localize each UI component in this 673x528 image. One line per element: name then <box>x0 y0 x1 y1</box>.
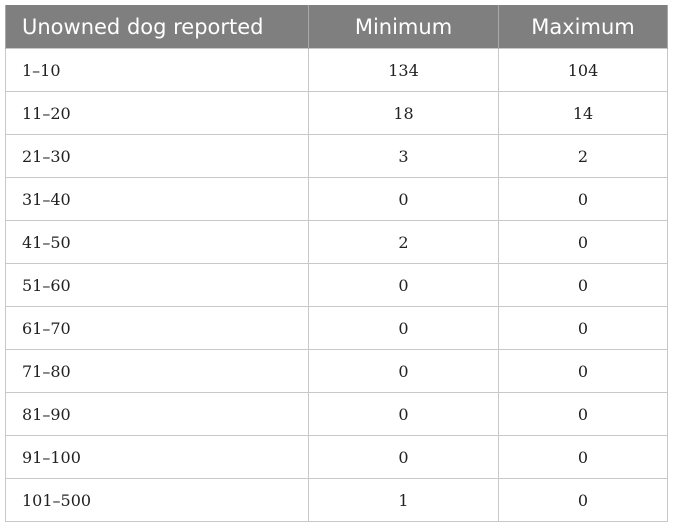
table-row: 41–50 2 0 <box>5 220 668 264</box>
maximum-cell: 104 <box>498 48 668 92</box>
range-cell: 11–20 <box>5 91 309 135</box>
minimum-cell: 0 <box>308 306 499 350</box>
minimum-cell: 0 <box>308 392 499 436</box>
minimum-cell: 0 <box>308 435 499 479</box>
maximum-cell: 0 <box>498 435 668 479</box>
minimum-cell: 0 <box>308 263 499 307</box>
minimum-cell: 1 <box>308 478 499 522</box>
maximum-cell: 14 <box>498 91 668 135</box>
table-row: 91–100 0 0 <box>5 435 668 479</box>
table-row: 1–10 134 104 <box>5 48 668 92</box>
range-cell: 91–100 <box>5 435 309 479</box>
range-cell: 51–60 <box>5 263 309 307</box>
header-unowned-dog-reported: Unowned dog reported <box>5 5 309 49</box>
table-row: 31–40 0 0 <box>5 177 668 221</box>
table-row: 81–90 0 0 <box>5 392 668 436</box>
maximum-cell: 2 <box>498 134 668 178</box>
table-row: 101–500 1 0 <box>5 478 668 522</box>
header-maximum: Maximum <box>498 5 668 49</box>
header-minimum: Minimum <box>308 5 499 49</box>
table-row: 71–80 0 0 <box>5 349 668 393</box>
unowned-dog-table: Unowned dog reported Minimum Maximum 1–1… <box>5 5 668 522</box>
maximum-cell: 0 <box>498 306 668 350</box>
table-row: 51–60 0 0 <box>5 263 668 307</box>
range-cell: 61–70 <box>5 306 309 350</box>
table-row: 61–70 0 0 <box>5 306 668 350</box>
range-cell: 101–500 <box>5 478 309 522</box>
minimum-cell: 2 <box>308 220 499 264</box>
range-cell: 1–10 <box>5 48 309 92</box>
table-header: Unowned dog reported Minimum Maximum <box>5 5 668 49</box>
maximum-cell: 0 <box>498 177 668 221</box>
range-cell: 81–90 <box>5 392 309 436</box>
maximum-cell: 0 <box>498 349 668 393</box>
data-table-container: Unowned dog reported Minimum Maximum 1–1… <box>5 5 668 522</box>
maximum-cell: 0 <box>498 392 668 436</box>
range-cell: 31–40 <box>5 177 309 221</box>
maximum-cell: 0 <box>498 478 668 522</box>
table-row: 21–30 3 2 <box>5 134 668 178</box>
range-cell: 71–80 <box>5 349 309 393</box>
minimum-cell: 134 <box>308 48 499 92</box>
minimum-cell: 3 <box>308 134 499 178</box>
minimum-cell: 0 <box>308 177 499 221</box>
maximum-cell: 0 <box>498 220 668 264</box>
maximum-cell: 0 <box>498 263 668 307</box>
header-row: Unowned dog reported Minimum Maximum <box>5 5 668 49</box>
range-cell: 21–30 <box>5 134 309 178</box>
table-body: 1–10 134 104 11–20 18 14 21–30 3 2 31–40… <box>5 48 668 522</box>
range-cell: 41–50 <box>5 220 309 264</box>
minimum-cell: 18 <box>308 91 499 135</box>
table-row: 11–20 18 14 <box>5 91 668 135</box>
minimum-cell: 0 <box>308 349 499 393</box>
